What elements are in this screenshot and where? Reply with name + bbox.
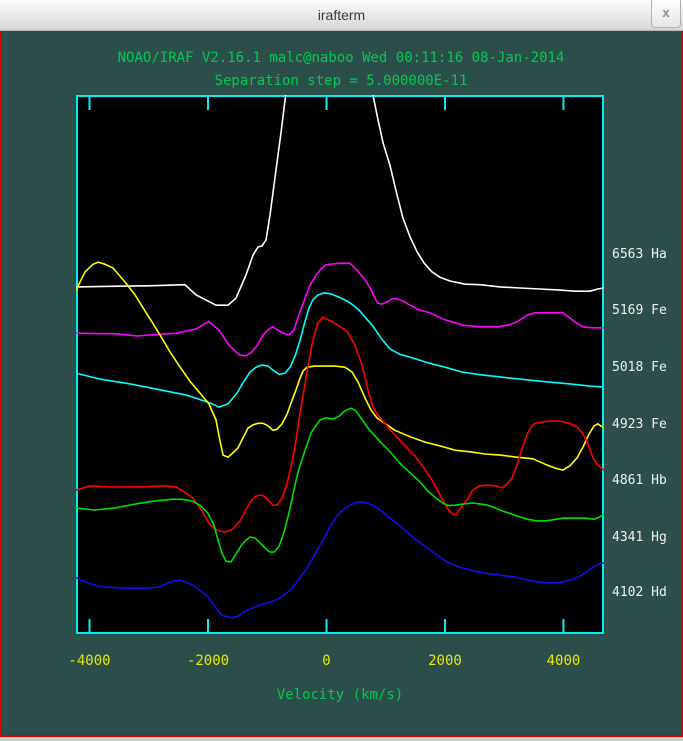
line-label: 4102 Hd <box>612 585 667 601</box>
window-title: irafterm <box>317 7 366 23</box>
close-icon[interactable]: x <box>651 0 681 28</box>
spectrum-4341-hg <box>76 407 604 563</box>
line-label: 5018 Fe <box>612 360 667 376</box>
spectrum-4861-hb <box>76 316 604 533</box>
x-tick-label: 0 <box>322 653 331 669</box>
spectrum-4923-fe <box>76 261 604 471</box>
spectrum-4102-hd <box>76 501 604 619</box>
x-tick-label: -4000 <box>68 653 111 669</box>
x-tick-label: 2000 <box>428 653 462 669</box>
iraf-banner-line: NOAO/IRAF V2.16.1 malc@naboo Wed 00:11:1… <box>117 50 565 66</box>
line-label: 6563 Ha <box>612 247 667 263</box>
x-tick-label: 4000 <box>546 653 581 669</box>
spectrum-5169-fe <box>76 262 604 357</box>
spectra-chart <box>76 95 604 634</box>
x-tick-label: -2000 <box>186 653 230 669</box>
titlebar[interactable]: irafterm <box>0 0 683 31</box>
spectrum-5018-fe <box>76 292 604 408</box>
line-label: 4341 Hg <box>612 530 667 546</box>
x-axis-title: Velocity (km/s) <box>276 687 404 703</box>
plot-frame <box>76 95 604 634</box>
line-label: 5169 Fe <box>612 303 667 319</box>
line-label: 4923 Fe <box>612 416 667 432</box>
window-bottom-edge <box>0 737 683 741</box>
plot-canvas[interactable] <box>76 95 604 634</box>
spectrum-6563-ha <box>76 95 604 306</box>
separation-step-line: Separation step = 5.000000E-11 <box>214 73 468 89</box>
line-label: 4861 Hb <box>612 472 667 488</box>
